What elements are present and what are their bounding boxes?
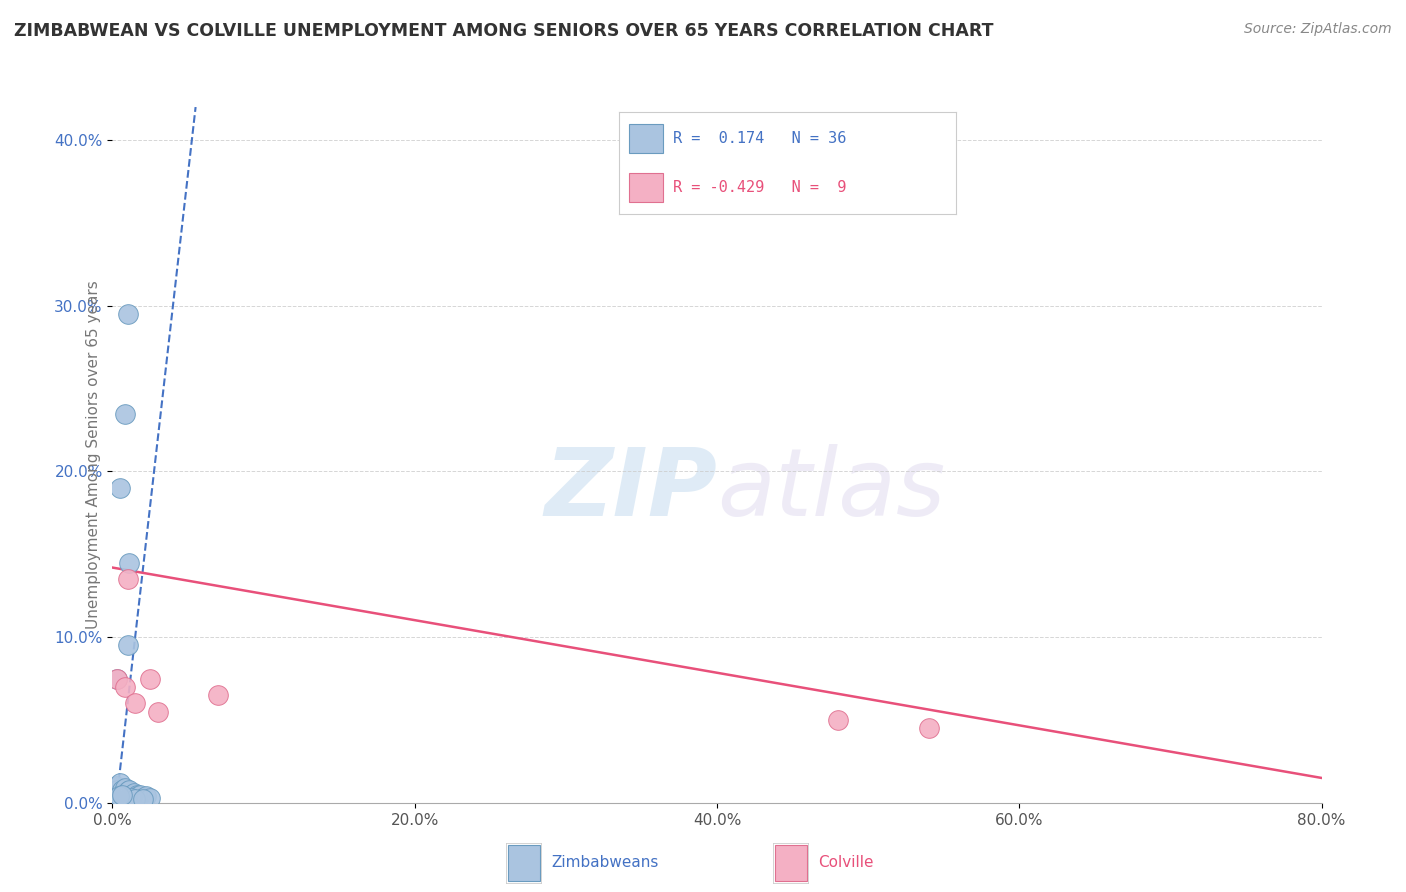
Point: [117, 639, 139, 653]
Point: [104, 779, 127, 793]
Point: [110, 788, 132, 802]
Point: [827, 713, 849, 727]
Point: [127, 789, 149, 804]
Point: [132, 792, 155, 806]
Text: R =  0.174   N = 36: R = 0.174 N = 36: [672, 130, 846, 145]
Text: Source: ZipAtlas.com: Source: ZipAtlas.com: [1244, 22, 1392, 37]
Point: [120, 790, 142, 805]
Point: [108, 481, 131, 495]
Point: [146, 705, 169, 719]
Point: [105, 672, 128, 686]
Point: [117, 307, 139, 321]
Bar: [628, 124, 662, 153]
Point: [115, 786, 138, 800]
Point: [110, 788, 132, 802]
Point: [135, 789, 157, 804]
Point: [114, 789, 136, 804]
Text: Colville: Colville: [818, 855, 873, 870]
Point: [118, 782, 141, 797]
Point: [132, 790, 155, 805]
Point: [139, 790, 162, 805]
Point: [121, 789, 143, 804]
Point: [105, 672, 128, 686]
Point: [118, 556, 141, 570]
Text: atlas: atlas: [717, 444, 945, 535]
Point: [918, 721, 941, 735]
Point: [117, 784, 139, 798]
Point: [114, 780, 136, 795]
Point: [124, 792, 146, 806]
Point: [105, 788, 128, 802]
Point: [107, 789, 129, 804]
Point: [108, 776, 131, 790]
Point: [108, 789, 131, 804]
Point: [105, 782, 128, 797]
Point: [207, 688, 229, 702]
Point: [122, 786, 145, 800]
Point: [124, 697, 146, 711]
Text: ZIMBABWEAN VS COLVILLE UNEMPLOYMENT AMONG SENIORS OVER 65 YEARS CORRELATION CHAR: ZIMBABWEAN VS COLVILLE UNEMPLOYMENT AMON…: [14, 22, 994, 40]
Y-axis label: Unemployment Among Seniors over 65 years: Unemployment Among Seniors over 65 years: [86, 281, 101, 629]
Point: [112, 786, 135, 800]
Point: [120, 788, 142, 802]
Point: [128, 788, 150, 802]
Point: [114, 680, 136, 694]
Point: [117, 572, 139, 586]
Point: [124, 790, 146, 805]
Point: [125, 788, 148, 802]
Point: [110, 782, 132, 797]
Point: [107, 786, 129, 800]
Bar: [628, 173, 662, 202]
Text: ZIP: ZIP: [544, 443, 717, 536]
Point: [114, 407, 136, 421]
Text: R = -0.429   N =  9: R = -0.429 N = 9: [672, 180, 846, 195]
Text: Zimbabweans: Zimbabweans: [551, 855, 658, 870]
Point: [139, 672, 162, 686]
Point: [107, 790, 129, 805]
